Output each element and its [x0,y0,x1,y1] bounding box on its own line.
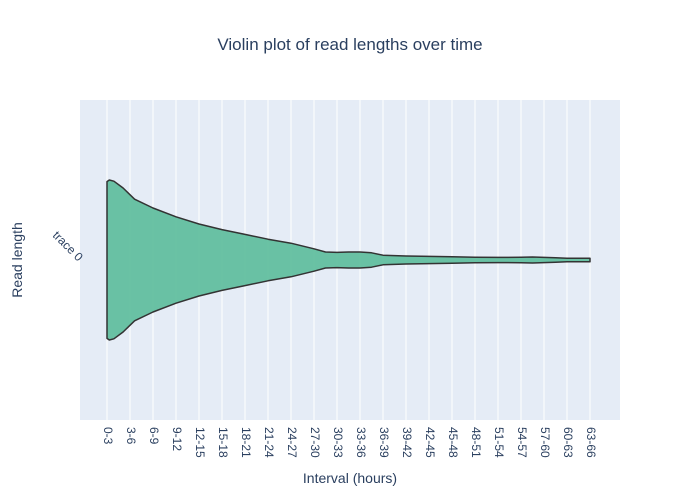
x-tick-label: 9-12 [170,427,184,451]
x-tick-label: 60-63 [561,427,575,458]
x-tick-label: 39-42 [400,427,414,458]
x-tick-label: 30-33 [331,427,345,458]
x-tick-label: 45-48 [446,427,460,458]
x-tick-label: 27-30 [308,427,322,458]
x-tick-label: 24-27 [285,427,299,458]
violin-body [106,179,591,341]
x-tick-label: 51-54 [492,427,506,458]
x-tick-label: 15-18 [216,427,230,458]
x-tick-label: 3-6 [124,427,138,445]
x-tick-label: 63-66 [584,427,598,458]
x-axis-title: Interval (hours) [303,470,397,486]
x-tick-label: 6-9 [147,427,161,445]
x-tick-label: 18-21 [239,427,253,458]
x-tick-label: 48-51 [469,427,483,458]
x-tick-label: 33-36 [354,427,368,458]
x-tick-label: 0-3 [101,427,115,445]
x-tick-label: 21-24 [262,427,276,458]
x-tick-label: 36-39 [377,427,391,458]
x-tick-label: 54-57 [515,427,529,458]
x-tick-label: 42-45 [423,427,437,458]
chart-title: Violin plot of read lengths over time [217,35,482,54]
x-tick-label: 12-15 [193,427,207,458]
x-tick-label: 57-60 [538,427,552,458]
y-axis-title: Read length [9,222,25,298]
